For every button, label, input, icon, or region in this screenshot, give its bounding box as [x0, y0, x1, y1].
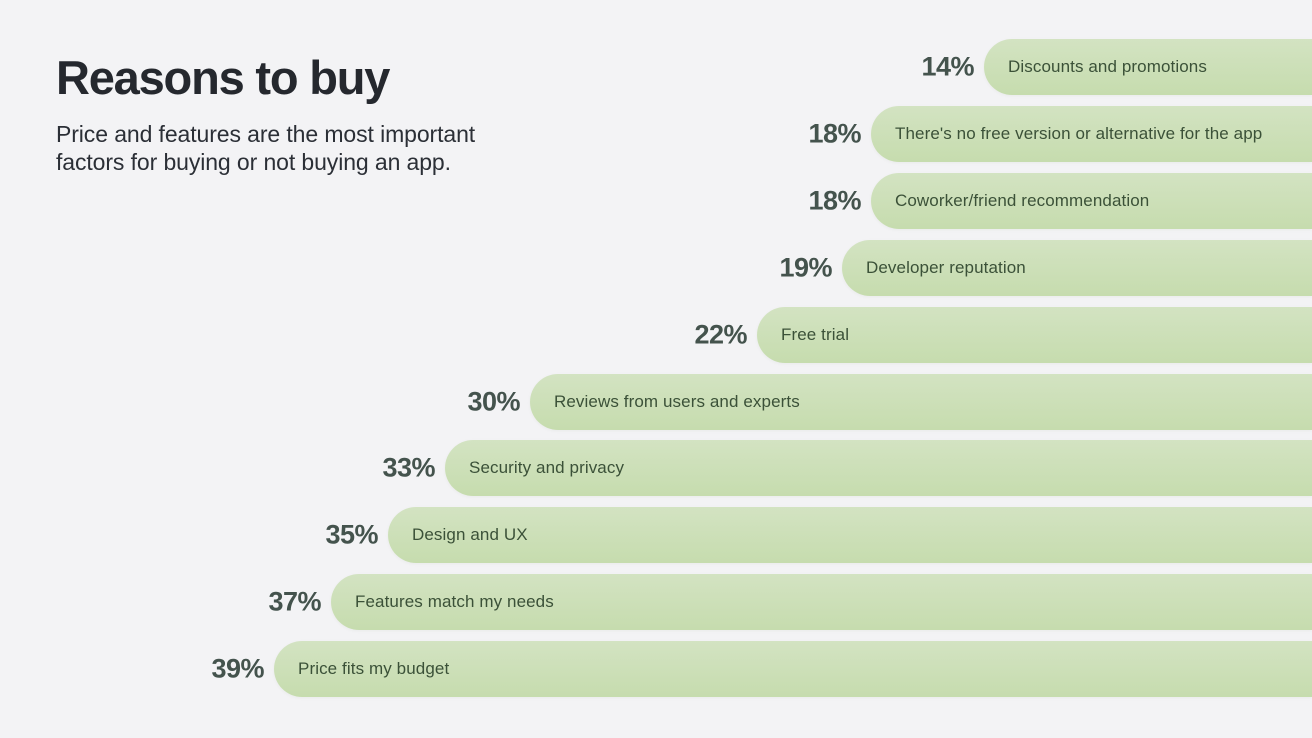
bar: Security and privacy [445, 440, 1312, 496]
bar-category-label: Price fits my budget [298, 659, 450, 678]
bar-row: 14% Discounts and promotions [0, 39, 1312, 95]
bar-value-label: 14% [921, 51, 974, 82]
bar: Price fits my budget [274, 641, 1312, 697]
bar: Reviews from users and experts [530, 374, 1312, 430]
bar: Design and UX [388, 507, 1312, 563]
bar-category-label: Developer reputation [866, 258, 1026, 277]
bar-category-label: There's no free version or alternative f… [895, 124, 1263, 143]
bar: Discounts and promotions [984, 39, 1312, 95]
bar: Free trial [757, 307, 1312, 363]
bar-category-label: Coworker/friend recommendation [895, 191, 1150, 210]
bar-value-label: 33% [382, 452, 435, 483]
bar-row: 39% Price fits my budget [0, 641, 1312, 697]
page-subtitle: Price and features are the most importan… [56, 120, 475, 176]
bar-value-label: 39% [211, 653, 264, 684]
bar-category-label: Free trial [781, 325, 850, 344]
bar-category-label: Design and UX [412, 525, 528, 544]
bar-row: 22% Free trial [0, 307, 1312, 363]
bar-value-label: 37% [268, 586, 321, 617]
bar-row: 18% There's no free version or alternativ… [0, 106, 1312, 162]
bar: There's no free version or alternative f… [871, 106, 1312, 162]
bar-row: 35% Design and UX [0, 507, 1312, 563]
bar-row: 19% Developer reputation [0, 240, 1312, 296]
bar-row: 37% Features match my needs [0, 574, 1312, 630]
bar-row: 18% Coworker/friend recommendation [0, 173, 1312, 229]
bar-category-label: Features match my needs [355, 592, 554, 611]
bar: Coworker/friend recommendation [871, 173, 1312, 229]
bar-value-label: 30% [467, 386, 520, 417]
bar-value-label: 35% [325, 519, 378, 550]
page-subtitle-line-1: Price and features are the most importan… [56, 121, 476, 147]
page-subtitle-line-2: factors for buying or not buying an app. [56, 149, 451, 175]
bar-row: 30% Reviews from users and experts [0, 374, 1312, 430]
bar-value-label: 19% [779, 252, 832, 283]
bar-value-label: 18% [808, 118, 861, 149]
bar-value-label: 18% [808, 185, 861, 216]
bar-category-label: Reviews from users and experts [554, 392, 800, 411]
bar-category-label: Security and privacy [469, 458, 625, 477]
bar: Features match my needs [331, 574, 1312, 630]
bar-category-label: Discounts and promotions [1008, 57, 1207, 76]
page-title: Reasons to buy [56, 51, 390, 104]
bar-value-label: 22% [694, 319, 747, 350]
chart-header: Reasons to buy Price and features are th… [56, 52, 475, 176]
bar: Developer reputation [842, 240, 1312, 296]
bar-row: 33% Security and privacy [0, 440, 1312, 496]
